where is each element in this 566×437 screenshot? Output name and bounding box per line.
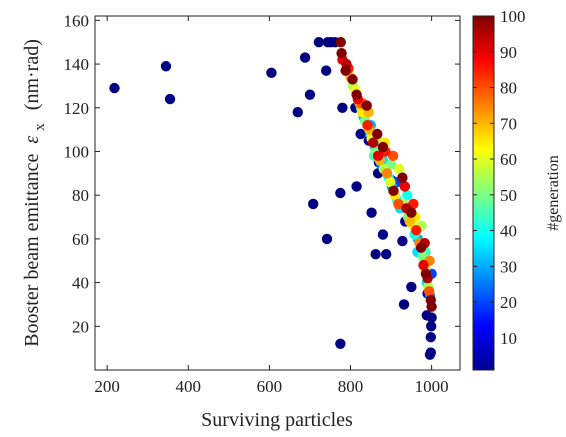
data-point xyxy=(335,338,346,349)
data-point xyxy=(393,198,404,210)
data-point xyxy=(418,259,429,271)
data-point xyxy=(347,74,358,85)
data-point xyxy=(425,332,436,343)
data-point xyxy=(335,187,346,199)
data-point xyxy=(337,102,348,113)
data-point xyxy=(399,181,411,192)
data-point xyxy=(351,89,362,100)
data-point xyxy=(420,268,432,280)
data-point xyxy=(402,189,413,201)
data-point xyxy=(368,137,379,148)
data-point xyxy=(299,52,311,63)
data-point xyxy=(320,65,332,76)
plot-frame xyxy=(94,15,461,371)
y-axis-title: Booster beam emittance ε x (nm·rad) xyxy=(21,39,49,347)
data-points xyxy=(109,37,437,360)
y-axis-title-subscript: x xyxy=(32,123,48,131)
y-tick-label: 60 xyxy=(72,230,89,249)
y-axis-title-text: Booster beam emittance xyxy=(21,153,43,346)
y-axis-title-unit: (nm·rad) xyxy=(21,39,43,110)
x-axis-title: Surviving particles xyxy=(201,409,353,431)
data-point xyxy=(381,168,393,179)
x-tick-label: 800 xyxy=(338,377,364,396)
y-tick-label: 40 xyxy=(72,274,89,293)
data-point xyxy=(404,216,415,227)
y-tick-label: 20 xyxy=(72,317,89,336)
data-point xyxy=(361,100,372,111)
data-point xyxy=(372,150,384,162)
colorbar-title: #generation xyxy=(545,155,562,231)
data-point xyxy=(304,89,316,100)
colorbar-tick-label: 50 xyxy=(500,186,517,205)
data-point xyxy=(377,229,389,240)
data-point xyxy=(426,312,437,323)
data-point xyxy=(340,65,351,76)
y-tick-label: 100 xyxy=(64,142,90,161)
colorbar-tick-label: 100 xyxy=(500,7,526,26)
data-point xyxy=(160,61,172,72)
data-point xyxy=(372,128,383,140)
data-point xyxy=(380,248,392,260)
data-point xyxy=(307,198,319,210)
data-point xyxy=(351,181,362,192)
data-point xyxy=(164,93,176,105)
data-point xyxy=(406,281,417,293)
data-point xyxy=(398,299,410,310)
data-point xyxy=(321,233,333,245)
x-axis-ticks: 200 400 600 800 1000 xyxy=(94,16,449,396)
data-point xyxy=(335,37,346,48)
data-point xyxy=(393,163,405,175)
colorbar xyxy=(472,15,495,371)
data-point xyxy=(336,47,347,59)
colorbar-tick-label: 80 xyxy=(500,79,517,98)
data-point xyxy=(385,176,396,188)
colorbar-tick-label: 30 xyxy=(500,257,517,276)
data-point xyxy=(415,242,427,253)
colorbar-tick-label: 20 xyxy=(500,293,517,312)
data-point xyxy=(266,67,277,79)
data-point xyxy=(362,120,373,131)
data-point xyxy=(397,172,408,183)
x-tick-label: 1000 xyxy=(415,377,449,396)
data-point xyxy=(426,321,437,332)
y-tick-label: 80 xyxy=(72,186,89,205)
y-tick-label: 120 xyxy=(64,99,90,118)
data-point xyxy=(426,301,437,312)
data-point xyxy=(292,106,303,118)
colorbar-tick-label: 90 xyxy=(500,43,517,62)
data-point xyxy=(370,248,381,260)
data-point xyxy=(387,150,399,162)
data-point xyxy=(355,128,366,140)
x-tick-label: 200 xyxy=(94,377,120,396)
data-point xyxy=(313,37,325,48)
data-point xyxy=(406,207,417,218)
x-tick-label: 600 xyxy=(257,377,283,396)
y-axis-title-symbol: ε xyxy=(21,136,43,144)
data-point xyxy=(109,82,120,94)
y-tick-label: 140 xyxy=(64,55,90,74)
data-point xyxy=(366,207,377,218)
y-tick-label: 160 xyxy=(64,11,90,30)
data-point xyxy=(425,347,436,358)
data-point xyxy=(377,141,389,153)
data-point xyxy=(423,286,435,297)
colorbar-ticks: 10 20 30 40 50 60 70 80 90 100 xyxy=(473,7,526,348)
colorbar-tick-label: 70 xyxy=(500,114,517,133)
colorbar-tick-label: 10 xyxy=(500,329,517,348)
y-axis-ticks: 20 40 60 80 100 120 140 160 xyxy=(64,11,460,336)
data-point xyxy=(411,224,422,236)
data-point xyxy=(397,235,408,247)
x-tick-label: 400 xyxy=(176,377,202,396)
colorbar-tick-label: 60 xyxy=(500,150,517,169)
data-point xyxy=(388,185,399,197)
colorbar-tick-label: 40 xyxy=(500,222,517,241)
